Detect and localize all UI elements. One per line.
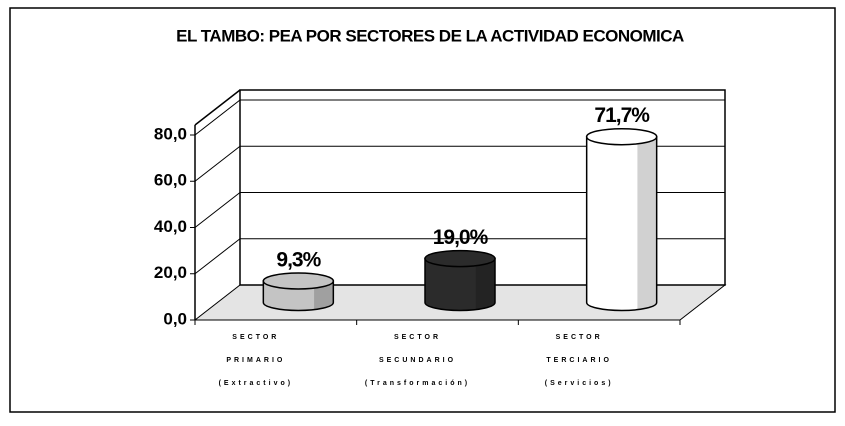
value-label: 19,0% — [433, 226, 489, 249]
bar-shade — [475, 258, 496, 310]
grid-line — [194, 99, 241, 136]
grid-line — [194, 238, 241, 275]
x-tick-label: (Extractivo) — [219, 380, 294, 387]
side-wall-top — [194, 89, 241, 126]
bar — [585, 135, 658, 312]
bar-shade — [637, 136, 657, 310]
x-tick-label: (Transformación) — [365, 380, 470, 387]
bar-top — [262, 272, 335, 290]
chart-title: EL TAMBO: PEA POR SECTORES DE LA ACTIVID… — [176, 26, 684, 45]
y-tick-label: 40,0 — [154, 217, 187, 236]
bar-top — [424, 249, 496, 268]
x-tick-label: PRIMARIO — [226, 357, 285, 364]
back-wall — [239, 89, 726, 286]
bar-top — [585, 127, 658, 146]
x-tick-label: TERCIARIO — [546, 357, 612, 364]
x-tick-label: SECUNDARIO — [379, 357, 456, 364]
x-tick-label: SECTOR — [232, 334, 279, 341]
grid-line — [194, 192, 241, 228]
grid-line — [194, 145, 241, 182]
y-tick-label: 0,0 — [163, 309, 187, 328]
frame — [9, 7, 836, 413]
y-tick-label: 60,0 — [154, 171, 187, 190]
value-label: 71,7% — [594, 104, 650, 127]
x-tick-label: SECTOR — [556, 334, 603, 341]
bar — [424, 257, 496, 312]
value-label: 9,3% — [276, 249, 321, 272]
x-tick-label: SECTOR — [394, 334, 441, 341]
x-tick-label: (Servicios) — [545, 380, 614, 387]
y-tick-label: 20,0 — [154, 263, 187, 282]
y-tick-label: 80,0 — [154, 124, 187, 143]
